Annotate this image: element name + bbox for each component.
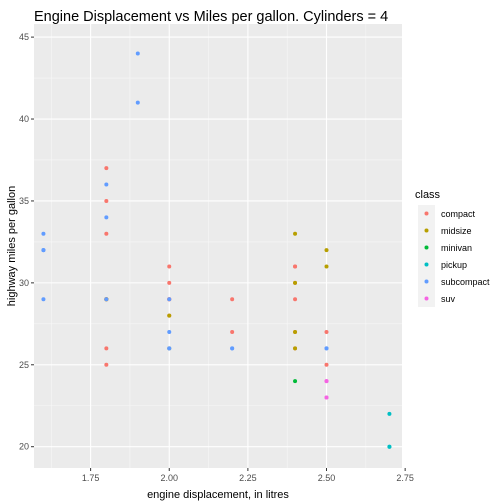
data-points <box>41 51 392 449</box>
point-suv <box>324 395 329 400</box>
y-tick-label: 40 <box>19 114 29 124</box>
legend-marker-compact <box>424 211 429 216</box>
point-midsize <box>167 313 172 318</box>
point-midsize <box>324 248 329 253</box>
point-minivan <box>293 379 298 384</box>
point-subcompact <box>104 215 109 220</box>
x-tick-label: 2.75 <box>396 473 414 483</box>
point-midsize <box>324 264 329 269</box>
point-midsize <box>293 330 298 335</box>
legend-marker-midsize <box>424 228 429 233</box>
point-subcompact <box>135 51 140 56</box>
legend-label-suv: suv <box>441 294 456 304</box>
point-subcompact <box>167 330 172 335</box>
chart-title: Engine Displacement vs Miles per gallon.… <box>34 9 388 25</box>
point-compact <box>167 264 172 269</box>
legend-items: compact midsize minivan pickup subcompact suv <box>418 205 490 307</box>
y-axis-label: highway miles per gallon <box>6 186 18 306</box>
x-axis-label: engine displacement, in litres <box>147 489 289 501</box>
legend-label-pickup: pickup <box>441 260 467 270</box>
legend-label-midsize: midsize <box>441 226 472 236</box>
legend-marker-minivan <box>424 245 429 250</box>
y-axis: 20 25 30 35 40 45 <box>19 32 34 452</box>
x-tick-label: 2.00 <box>160 473 178 483</box>
legend-title: class <box>415 189 441 201</box>
legend-label-compact: compact <box>441 209 476 219</box>
y-tick-label: 30 <box>19 278 29 288</box>
point-midsize <box>293 280 298 285</box>
point-compact <box>230 330 235 335</box>
point-midsize <box>293 231 298 236</box>
legend-marker-subcompact <box>424 279 429 284</box>
point-subcompact <box>167 297 172 302</box>
minor-gridlines <box>34 24 402 468</box>
legend: class compact midsize minivan pickup subcomp… <box>415 189 490 307</box>
point-compact <box>324 330 329 335</box>
x-tick-label: 1.75 <box>82 473 100 483</box>
plot-panel <box>34 24 402 468</box>
point-compact <box>104 166 109 171</box>
point-midsize <box>293 346 298 351</box>
point-subcompact <box>230 346 235 351</box>
point-subcompact <box>41 248 46 253</box>
point-compact <box>293 297 298 302</box>
legend-label-subcompact: subcompact <box>441 277 490 287</box>
y-tick-label: 25 <box>19 360 29 370</box>
legend-marker-suv <box>424 296 429 301</box>
point-suv <box>324 379 329 384</box>
legend-marker-pickup <box>424 262 429 267</box>
major-gridlines <box>34 24 406 468</box>
point-compact <box>324 362 329 367</box>
point-compact <box>104 231 109 236</box>
point-subcompact <box>41 297 46 302</box>
point-compact <box>104 346 109 351</box>
x-tick-label: 2.25 <box>239 473 257 483</box>
point-compact <box>167 280 172 285</box>
point-subcompact <box>104 297 109 302</box>
point-subcompact <box>135 100 140 105</box>
point-subcompact <box>167 346 172 351</box>
x-tick-label: 2.50 <box>318 473 336 483</box>
point-compact <box>230 297 235 302</box>
point-subcompact <box>324 346 329 351</box>
x-axis: 1.75 2.00 2.25 2.50 2.75 <box>82 468 414 483</box>
legend-label-minivan: minivan <box>441 243 472 253</box>
y-tick-label: 20 <box>19 442 29 452</box>
point-subcompact <box>41 231 46 236</box>
point-compact <box>104 198 109 203</box>
point-pickup <box>387 411 392 416</box>
point-subcompact <box>104 182 109 187</box>
y-tick-label: 45 <box>19 32 29 42</box>
point-compact <box>104 362 109 367</box>
y-tick-label: 35 <box>19 196 29 206</box>
point-pickup <box>387 444 392 449</box>
point-compact <box>293 264 298 269</box>
